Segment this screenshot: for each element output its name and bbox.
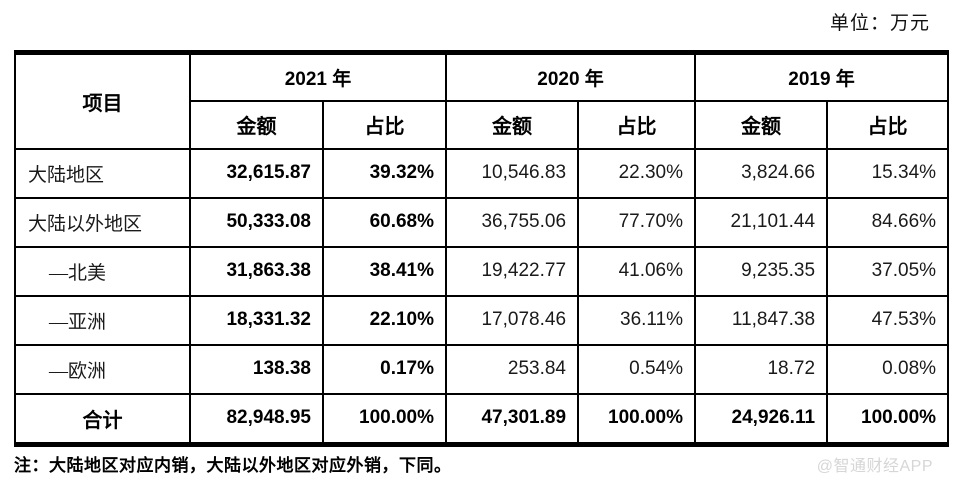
- cell-2020-ratio: 22.30%: [577, 147, 697, 199]
- cell-2021-amount: 82,948.95: [189, 392, 324, 446]
- cell-2020-ratio: 0.54%: [577, 343, 697, 395]
- row-label: —北美: [14, 245, 191, 297]
- cell-2019-amount: 18.72: [694, 343, 829, 395]
- cell-2019-amount: 24,926.11: [694, 392, 829, 446]
- table-row-mainland: 大陆地区 32,615.87 39.32% 10,546.83 22.30% 3…: [14, 147, 950, 199]
- revenue-by-region-table: 项目 2021 年 2020 年 2019 年 金额 占比 金额 占比 金额 占…: [14, 50, 950, 447]
- cell-2019-ratio: 47.53%: [826, 294, 950, 346]
- cell-2019-amount: 3,824.66: [694, 147, 829, 199]
- cell-2020-amount: 36,755.06: [445, 196, 580, 248]
- table-row-north-america: —北美 31,863.38 38.41% 19,422.77 41.06% 9,…: [14, 245, 950, 297]
- cell-2019-ratio: 37.05%: [826, 245, 950, 297]
- ratio-header-2019: 占比: [826, 99, 950, 150]
- cell-2019-ratio: 0.08%: [826, 343, 950, 395]
- cell-2021-amount: 31,863.38: [189, 245, 324, 297]
- cell-2020-amount: 17,078.46: [445, 294, 580, 346]
- row-label: —亚洲: [14, 294, 191, 346]
- ratio-header-2021: 占比: [321, 99, 448, 150]
- cell-2021-ratio: 100.00%: [321, 392, 448, 446]
- item-column-header: 项目: [14, 51, 191, 150]
- amount-header-2020: 金额: [445, 99, 580, 150]
- watermark: @智通财经APP: [816, 458, 933, 475]
- cell-2019-ratio: 15.34%: [826, 147, 950, 199]
- row-label: 大陆以外地区: [14, 196, 191, 248]
- amount-header-2019: 金额: [694, 99, 829, 150]
- cell-2019-amount: 21,101.44: [694, 196, 829, 248]
- unit-label: 单位：万元: [829, 13, 930, 34]
- sub-header-row: 金额 占比 金额 占比 金额 占比: [15, 99, 950, 150]
- table-row-europe: —欧洲 138.38 0.17% 253.84 0.54% 18.72 0.08…: [14, 343, 950, 395]
- cell-2021-ratio: 38.41%: [321, 245, 448, 297]
- cell-2021-amount: 50,333.08: [189, 196, 324, 248]
- cell-2021-ratio: 0.17%: [321, 343, 448, 395]
- year-header-2021: 2021 年: [188, 51, 448, 102]
- cell-2020-ratio: 36.11%: [577, 294, 697, 346]
- cell-2020-amount: 19,422.77: [445, 245, 580, 297]
- year-header-2019: 2019 年: [694, 51, 950, 102]
- row-label: 大陆地区: [14, 147, 191, 199]
- row-label: 合计: [14, 392, 191, 446]
- year-header-row: 项目 2021 年 2020 年 2019 年: [14, 51, 950, 150]
- year-header-2020: 2020 年: [445, 51, 697, 102]
- cell-2020-ratio: 77.70%: [577, 196, 697, 248]
- cell-2021-ratio: 60.68%: [321, 196, 448, 248]
- cell-2021-ratio: 22.10%: [321, 294, 448, 346]
- cell-2021-amount: 138.38: [189, 343, 324, 395]
- cell-2021-amount: 18,331.32: [189, 294, 324, 346]
- year-header-2021-text: 2021 年: [284, 68, 352, 90]
- cell-2020-ratio: 41.06%: [577, 245, 697, 297]
- footnote: 注：大陆地区对应内销，大陆以外地区对应外销，下同。: [14, 456, 452, 475]
- cell-2020-amount: 10,546.83: [445, 147, 580, 199]
- cell-2019-amount: 11,847.38: [694, 294, 829, 346]
- cell-2019-ratio: 100.00%: [826, 392, 950, 446]
- cell-2019-amount: 9,235.35: [694, 245, 829, 297]
- cell-2021-ratio: 39.32%: [321, 147, 448, 199]
- year-header-2019-text: 2019 年: [788, 68, 855, 90]
- table-row-total: 合计 82,948.95 100.00% 47,301.89 100.00% 2…: [14, 392, 950, 446]
- cell-2020-amount: 47,301.89: [445, 392, 580, 446]
- ratio-header-2020: 占比: [577, 99, 697, 150]
- table-row-asia: —亚洲 18,331.32 22.10% 17,078.46 36.11% 11…: [14, 294, 950, 346]
- cell-2021-amount: 32,615.87: [189, 147, 324, 199]
- table-row-outside-mainland: 大陆以外地区 50,333.08 60.68% 36,755.06 77.70%…: [14, 196, 950, 248]
- cell-2020-amount: 253.84: [445, 343, 580, 395]
- cell-2020-ratio: 100.00%: [577, 392, 697, 446]
- cell-2019-ratio: 84.66%: [826, 196, 950, 248]
- year-header-2020-text: 2020 年: [537, 68, 604, 90]
- amount-header-2021: 金额: [189, 99, 324, 150]
- row-label: —欧洲: [14, 343, 191, 395]
